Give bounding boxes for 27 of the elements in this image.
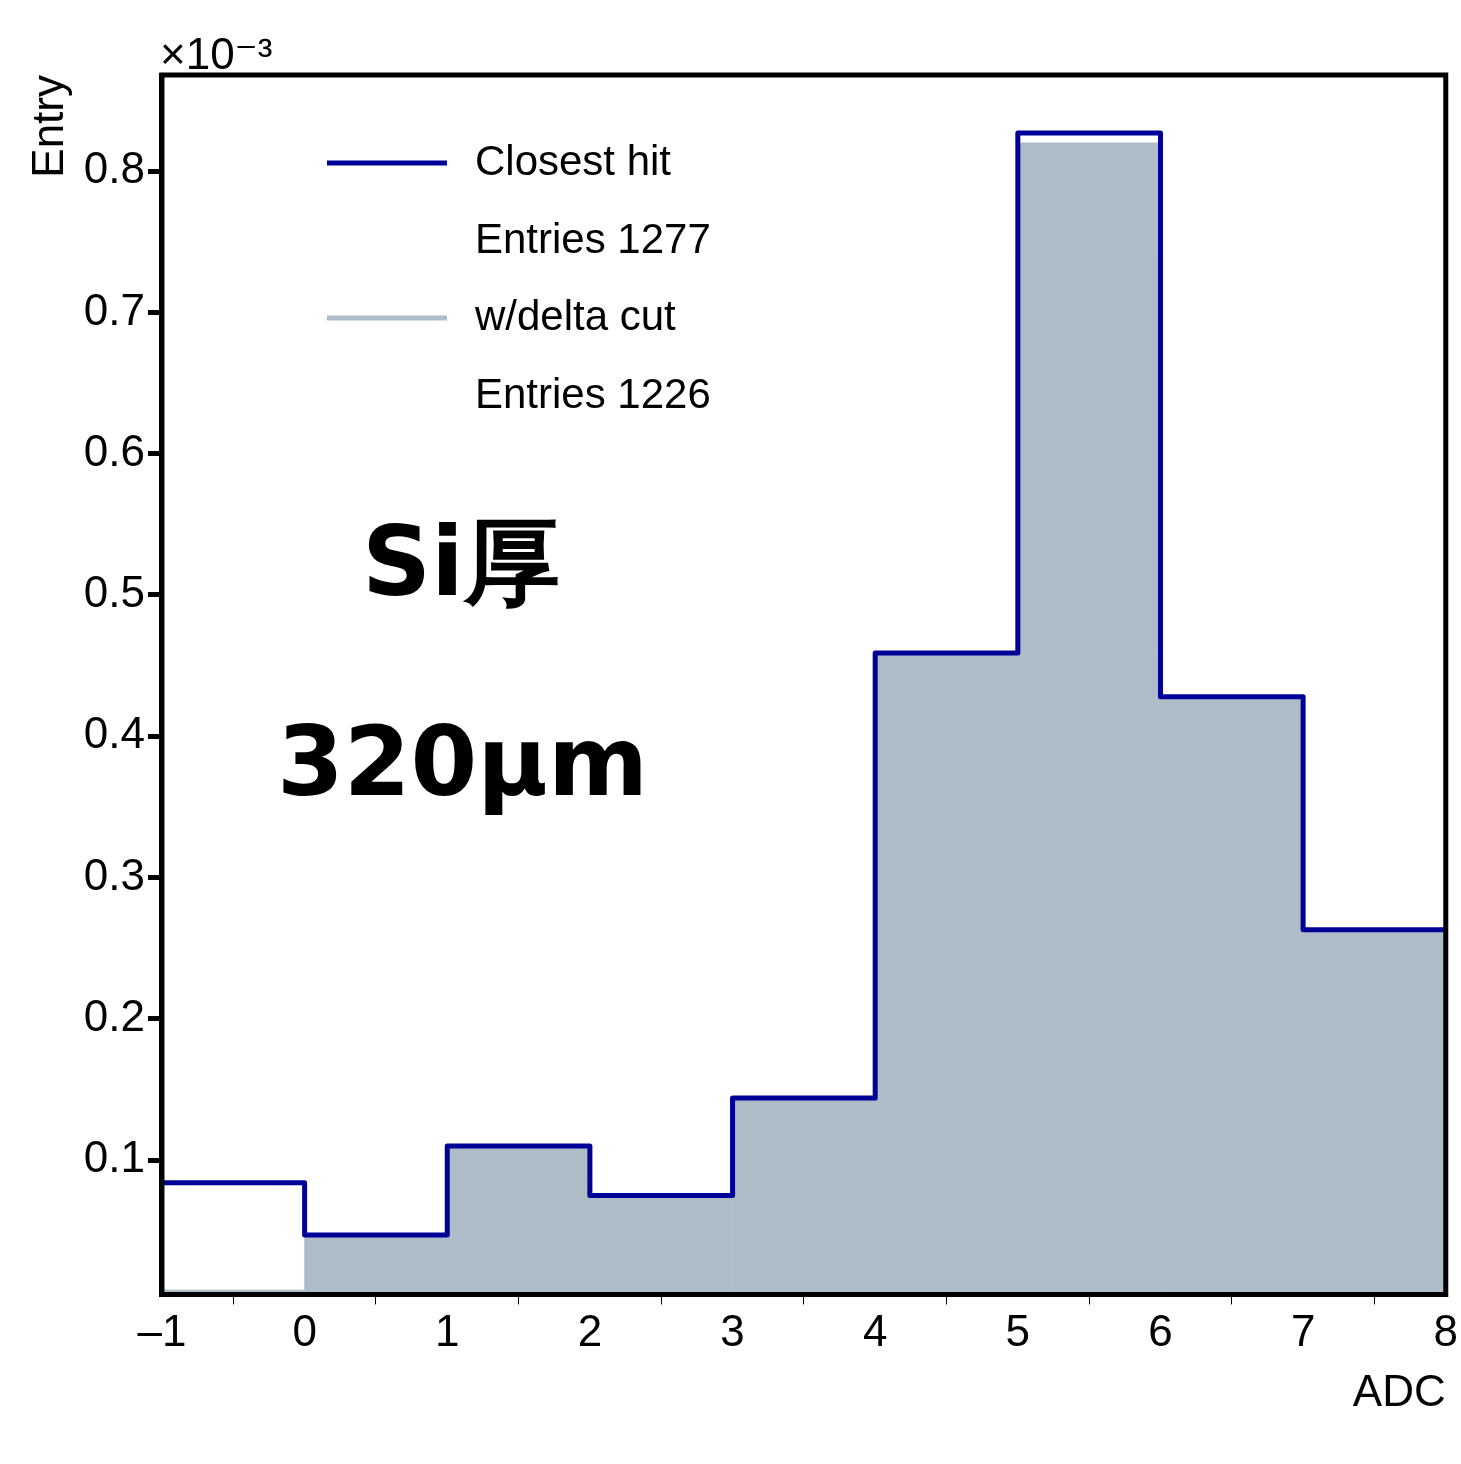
y-tick-label: 0.4 bbox=[83, 708, 145, 758]
y-tick-label: 0.6 bbox=[83, 425, 145, 475]
x-tick-label: –1 bbox=[137, 1305, 187, 1355]
x-tick-label: 1 bbox=[435, 1305, 460, 1355]
annotation: Si厚 bbox=[361, 506, 561, 618]
x-tick-label: 8 bbox=[1433, 1305, 1459, 1355]
y-tick-label: 0.2 bbox=[83, 991, 145, 1041]
annotation: Entries 1277 bbox=[474, 214, 711, 262]
y-axis-title: Entry bbox=[22, 75, 72, 178]
annotation: Entries 1226 bbox=[474, 369, 711, 417]
annotation: 320μm bbox=[276, 706, 649, 818]
x-tick-label: 7 bbox=[1290, 1305, 1316, 1355]
annotation: ×10⁻³ bbox=[159, 29, 273, 78]
y-tick-label: 0.8 bbox=[83, 143, 145, 193]
x-tick-label: 2 bbox=[577, 1305, 603, 1355]
x-tick-label: 4 bbox=[862, 1305, 888, 1355]
legend-label: Closest hit bbox=[474, 136, 672, 184]
y-tick-label: 0.1 bbox=[83, 1132, 145, 1182]
x-tick-label: 3 bbox=[720, 1305, 745, 1355]
legend-label: w/delta cut bbox=[473, 291, 677, 339]
y-tick-label: 0.5 bbox=[83, 567, 145, 617]
y-tick-label: 0.7 bbox=[83, 284, 145, 334]
x-axis-title: ADC bbox=[1352, 1365, 1446, 1415]
y-tick-label: 0.3 bbox=[83, 849, 145, 899]
x-tick-label: 0 bbox=[292, 1305, 317, 1355]
x-tick-label: 6 bbox=[1148, 1305, 1173, 1355]
x-tick-label: 5 bbox=[1005, 1305, 1031, 1355]
